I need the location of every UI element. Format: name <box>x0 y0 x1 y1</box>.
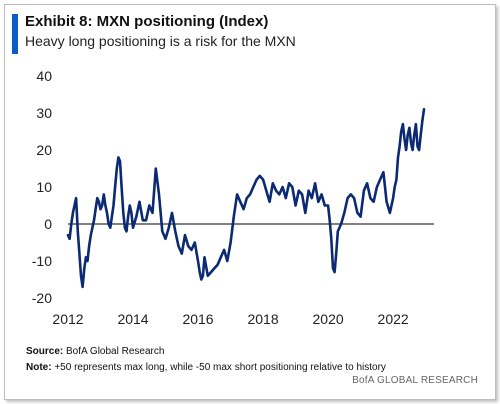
y-tick-label: 20 <box>36 142 52 158</box>
x-tick-label: 2018 <box>247 311 278 327</box>
note-footnote: Note: +50 represents max long, while -50… <box>26 362 386 373</box>
x-tick-label: 2022 <box>378 311 409 327</box>
x-tick-label: 2012 <box>52 311 83 327</box>
x-axis-tick-labels: 2012 2014 2016 2018 2020 2022 <box>52 311 408 327</box>
y-tick-label: 10 <box>36 179 52 195</box>
x-tick-label: 2020 <box>313 311 344 327</box>
y-tick-label: 30 <box>36 105 52 121</box>
title-accent-bar <box>12 14 18 54</box>
note-text: +50 represents max long, while -50 max s… <box>54 362 386 373</box>
x-tick-label: 2014 <box>117 311 148 327</box>
y-tick-label: 0 <box>44 216 52 232</box>
brand-watermark: BofA GLOBAL RESEARCH <box>352 375 478 386</box>
exhibit-frame <box>4 4 496 400</box>
note-label: Note: <box>26 362 52 373</box>
x-tick-label: 2016 <box>182 311 213 327</box>
y-tick-label: 40 <box>36 68 52 84</box>
chart-title: Exhibit 8: MXN positioning (Index) <box>25 13 269 30</box>
source-footnote: Source: BofA Global Research <box>26 346 164 357</box>
series-line-mxn-positioning <box>66 108 426 289</box>
y-tick-label: -20 <box>32 290 52 306</box>
source-label: Source: <box>26 346 64 357</box>
source-text: BofA Global Research <box>66 346 165 357</box>
chart-subtitle: Heavy long positioning is a risk for the… <box>25 33 296 49</box>
y-tick-label: -10 <box>32 253 52 269</box>
y-axis-tick-labels: -20 -10 0 10 20 30 40 <box>32 68 52 306</box>
